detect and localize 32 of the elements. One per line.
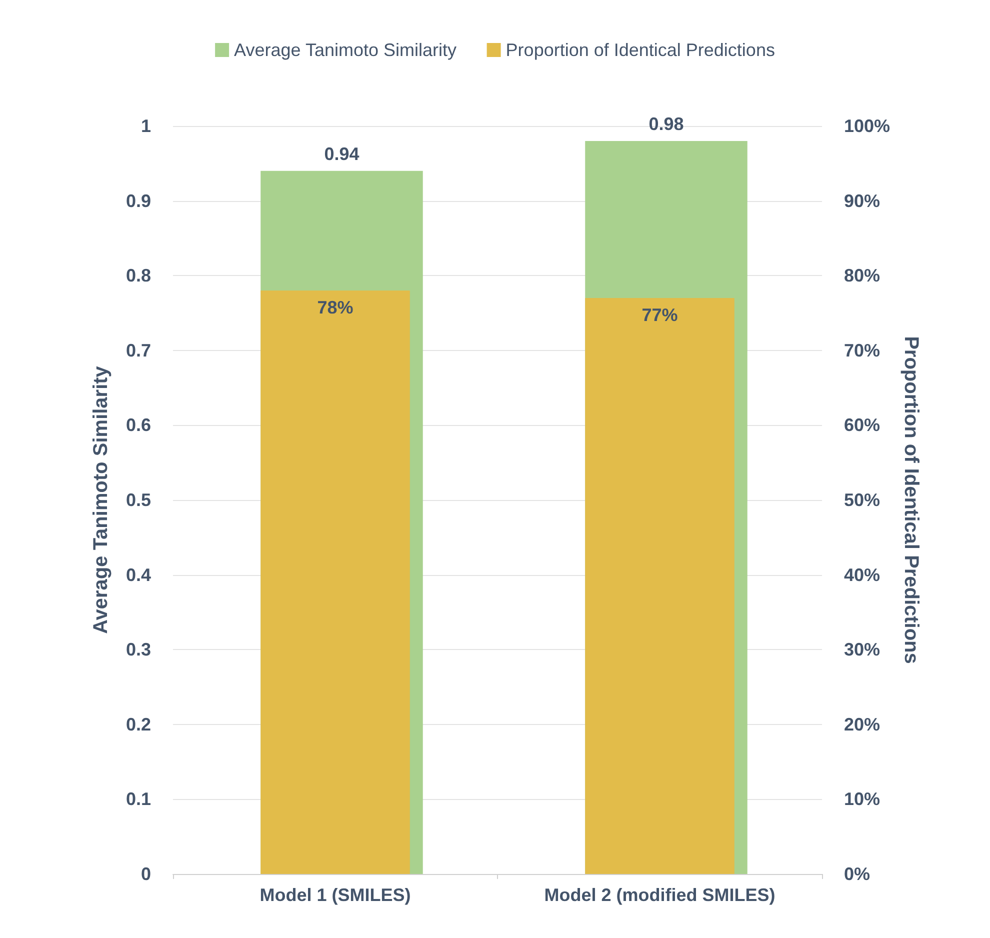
y2-tick-label: 80% <box>844 266 880 286</box>
y-tick-label: 0.2 <box>126 714 151 734</box>
y-axis-title: Average Tanimoto Similarity <box>90 365 112 634</box>
data-label: 78% <box>317 298 354 318</box>
legend-label: Proportion of Identical Predictions <box>506 40 775 60</box>
y2-tick-label: 10% <box>844 789 880 810</box>
y2-tick-label: 100% <box>844 116 890 136</box>
data-label: 0.94 <box>324 144 360 164</box>
y-tick-label: 0.7 <box>126 340 151 360</box>
y2-tick-label: 90% <box>844 190 880 211</box>
y2-tick-label: 30% <box>844 640 880 660</box>
data-label: 0.98 <box>648 114 684 134</box>
y-tick-label: 0.8 <box>126 266 151 286</box>
y2-tick-label: 40% <box>844 564 880 585</box>
y-tick-label: 0.3 <box>126 640 151 660</box>
y-tick-label: 0 <box>140 864 151 884</box>
x-tick-label: Model 2 (modified SMILES) <box>544 885 776 905</box>
y-tick-label: 0.4 <box>126 564 151 585</box>
y-tick-label: 1 <box>140 116 151 136</box>
y-tick-label: 0.6 <box>126 415 151 436</box>
legend-label: Average Tanimoto Similarity <box>234 40 456 60</box>
y2-tick-label: 20% <box>844 714 880 734</box>
y2-tick-label: 60% <box>844 415 880 436</box>
data-label: 77% <box>642 305 678 326</box>
y2-tick-label: 70% <box>844 340 880 360</box>
y-tick-label: 0.5 <box>126 490 151 510</box>
y2-tick-label: 50% <box>844 490 880 510</box>
y-tick-label: 0.1 <box>126 789 151 810</box>
y2-axis-title: Proportion of Identical Predictions <box>900 336 922 664</box>
y-tick-label: 0.9 <box>126 190 151 211</box>
x-tick-label: Model 1 (SMILES) <box>260 885 411 905</box>
y2-tick-label: 0% <box>844 864 870 884</box>
